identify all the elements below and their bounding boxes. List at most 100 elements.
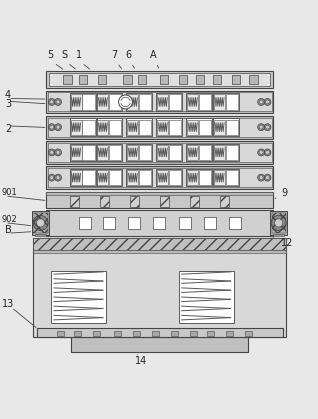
Bar	[127, 93, 152, 111]
Bar	[213, 75, 221, 84]
Bar	[33, 238, 286, 337]
Bar	[82, 119, 95, 135]
Bar	[214, 119, 225, 135]
Bar	[199, 94, 211, 109]
Bar	[97, 170, 108, 185]
Bar	[232, 75, 240, 84]
Bar	[186, 118, 212, 136]
Bar	[153, 217, 165, 229]
Circle shape	[50, 125, 54, 129]
Bar	[178, 271, 234, 323]
Bar	[186, 93, 212, 111]
Circle shape	[264, 98, 271, 106]
Text: B: B	[5, 225, 12, 235]
Circle shape	[264, 124, 271, 131]
Bar	[128, 145, 138, 160]
Bar	[71, 145, 81, 160]
Bar	[109, 170, 121, 185]
Bar	[97, 118, 122, 136]
Bar	[35, 234, 46, 236]
Circle shape	[50, 176, 54, 179]
Bar	[226, 145, 238, 160]
Bar	[156, 169, 182, 186]
Bar	[109, 94, 121, 109]
Bar	[152, 331, 159, 336]
Circle shape	[259, 100, 263, 104]
Text: S: S	[61, 50, 67, 59]
Bar	[70, 93, 96, 111]
Bar	[71, 94, 81, 109]
Bar	[97, 119, 108, 135]
Text: 2: 2	[5, 124, 11, 134]
Bar	[273, 234, 284, 236]
Circle shape	[48, 124, 55, 131]
Bar	[79, 217, 91, 229]
Bar	[139, 94, 151, 109]
Bar	[169, 94, 181, 109]
Circle shape	[259, 150, 263, 154]
Bar	[196, 75, 204, 84]
Bar	[128, 119, 138, 135]
Circle shape	[266, 100, 269, 104]
Bar	[160, 75, 168, 84]
Bar	[57, 331, 64, 336]
Bar	[156, 93, 182, 111]
Bar	[133, 331, 140, 336]
Bar	[46, 210, 273, 236]
Bar	[114, 331, 121, 336]
Bar	[157, 94, 168, 109]
Bar	[156, 144, 182, 161]
Circle shape	[266, 125, 269, 129]
Bar	[160, 196, 169, 207]
Bar	[37, 328, 283, 337]
Bar	[226, 331, 233, 336]
Circle shape	[264, 149, 271, 156]
Bar	[70, 169, 96, 186]
Bar	[70, 144, 96, 161]
Text: 5: 5	[48, 50, 54, 59]
Bar	[213, 144, 239, 161]
Bar	[199, 170, 211, 185]
Bar	[128, 217, 140, 229]
Bar	[127, 118, 152, 136]
Bar	[97, 144, 122, 161]
Circle shape	[55, 149, 61, 156]
Bar	[229, 217, 241, 229]
Circle shape	[266, 176, 269, 179]
Bar	[127, 169, 152, 186]
Circle shape	[50, 100, 54, 104]
Circle shape	[258, 174, 265, 181]
Circle shape	[258, 98, 265, 106]
Bar	[48, 93, 272, 111]
Bar	[48, 118, 272, 137]
Bar	[178, 75, 187, 84]
Bar	[137, 75, 146, 84]
Bar	[46, 191, 273, 208]
Circle shape	[119, 95, 133, 109]
Bar	[128, 170, 138, 185]
Bar	[226, 170, 238, 185]
Bar	[171, 331, 177, 336]
Bar	[226, 119, 238, 135]
Bar	[204, 217, 216, 229]
Bar	[157, 119, 168, 135]
Bar	[187, 119, 198, 135]
Bar	[187, 170, 198, 185]
Circle shape	[274, 219, 283, 227]
Bar	[48, 168, 272, 187]
Circle shape	[258, 149, 265, 156]
Bar	[33, 250, 286, 253]
Bar	[186, 169, 212, 186]
Circle shape	[55, 124, 61, 131]
Text: 4: 4	[5, 91, 11, 100]
Bar	[245, 331, 252, 336]
Bar	[250, 75, 258, 84]
Bar	[97, 94, 108, 109]
Circle shape	[266, 150, 269, 154]
Bar	[214, 170, 225, 185]
Bar	[130, 196, 139, 207]
Text: 3: 3	[5, 99, 11, 109]
Bar	[46, 71, 273, 88]
Bar	[139, 119, 151, 135]
Bar	[109, 145, 121, 160]
